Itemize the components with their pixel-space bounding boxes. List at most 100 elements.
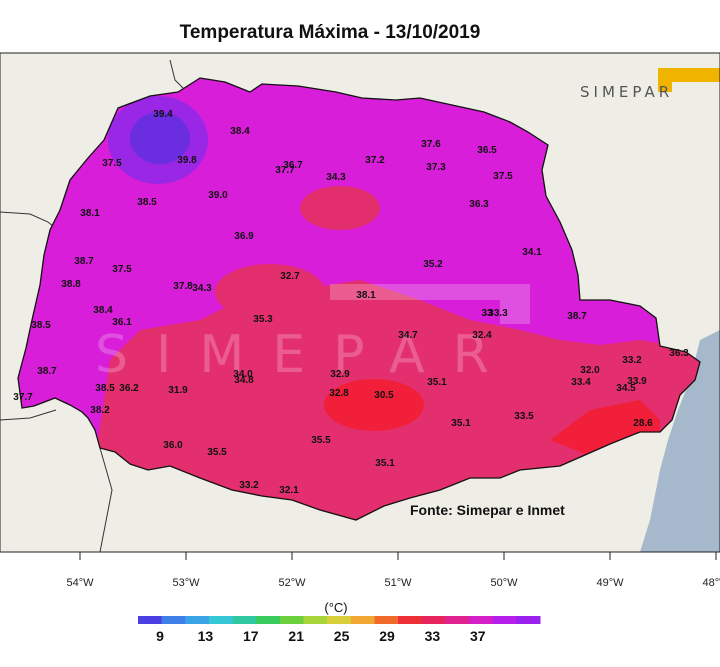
colorbar-swatch [256,616,281,624]
colorbar-tick-label: 25 [334,628,350,644]
station-value: 39.0 [208,190,228,201]
station-value: 38.1 [80,208,100,219]
station-value: 37.5 [102,158,122,169]
station-value: 33.2 [622,355,642,366]
station-value: 32.1 [279,485,299,496]
station-value: 38.5 [137,197,157,208]
station-value: 33.5 [514,411,534,422]
colorbar-swatch [185,616,210,624]
colorbar-swatch [445,616,470,624]
station-value: 30.5 [374,390,394,401]
station-value: 37.2 [365,155,385,166]
colorbar-swatch [492,616,517,624]
colorbar: 9 13 17 21 25 29 33 37 [138,616,541,644]
station-value: 34.7 [398,330,418,341]
colorbar-tick-label: 29 [379,628,395,644]
station-values: 39.438.439.837.538.539.038.136.737.734.3… [13,109,689,496]
station-value: 38.8 [61,279,81,290]
simepar-logo: SIMEPAR [580,68,720,101]
station-value: 32.4 [472,330,492,341]
station-value: 36.9 [234,231,254,242]
station-value: 38.7 [37,366,57,377]
colorbar-tick-label: 21 [288,628,304,644]
station-value: 37.5 [112,264,132,275]
station-value: 38.4 [93,305,113,316]
border-line [0,409,57,421]
station-value: 35.1 [375,458,395,469]
station-value: 34.8 [234,375,254,386]
station-value: 36.5 [477,145,497,156]
station-value: 32.9 [330,369,350,380]
map-frame: SIMEPAR SIMEPAR 39.4 38.4 39.8 37.5 38.5 39.0… [0,53,720,552]
x-tick-label: 54°W [66,577,94,589]
station-value: 39.8 [177,155,197,166]
source-label: Fonte: Simepar e Inmet [410,502,565,518]
x-tick-label: 51°W [384,577,412,589]
station-value: 35.5 [311,435,331,446]
station-value: 28.6 [633,418,653,429]
border-line [99,447,113,552]
station-value: 39.4 [153,109,173,120]
station-value: 38.7 [567,311,587,322]
colorbar-swatch [469,616,494,624]
map-border [0,52,720,553]
station-value: 37.3 [426,162,446,173]
border-line [169,59,186,91]
svg-text:SIMEPAR: SIMEPAR [95,325,517,385]
colorbar-swatch [161,616,186,624]
colorbar-tick-label: 13 [198,628,214,644]
station-value: 38.2 [90,405,110,416]
colorbar-swatch [208,616,234,624]
station-value: 34.0 [233,369,253,380]
station-value: 33 [481,308,493,319]
station-value: 34.3 [192,283,212,294]
station-value: 32.7 [280,271,300,282]
station-value: 36.3 [469,199,489,210]
station-value: 34.3 [326,172,346,183]
station-value: 37.8 [173,281,193,292]
station-value: 37.6 [421,139,441,150]
atlantic-ocean [640,330,720,552]
station-value: 36.0 [163,440,183,451]
station-value: 35.2 [423,259,443,270]
station-value: 35.1 [451,418,471,429]
station-value: 36.2 [119,383,139,394]
colorbar-tick-label: 33 [425,628,441,644]
station-value: 34.5 [616,383,636,394]
x-tick-label: 49°W [596,577,624,589]
station-value: 33.3 [488,308,508,319]
station-value: 35.3 [253,314,273,325]
station-value: 38.1 [356,290,376,301]
logo-text: SIMEPAR [580,83,673,101]
colorbar-swatch [350,616,375,624]
colorbar-swatch [421,616,446,624]
colorbar-swatch [138,616,163,624]
x-tick-label: 52°W [278,577,306,589]
station-value: 35.1 [427,377,447,388]
station-value: 31.9 [168,385,188,396]
station-value: 33.2 [239,480,259,491]
station-value: 36.7 [283,160,303,171]
colorbar-swatch [303,616,328,624]
station-value: 37.7 [275,165,295,176]
station-value: 33.4 [571,377,591,388]
station-value: 32.0 [580,365,600,376]
station-value: 38.5 [95,383,115,394]
station-value: 34.1 [522,247,542,258]
colorbar-swatch [232,616,257,624]
station-value: 36.3 [669,348,689,359]
colorbar-swatch [516,616,541,624]
colorbar-tick-label: 17 [243,628,259,644]
colorbar-swatch [279,616,305,624]
x-tick-label: 48°W [702,577,720,589]
colorbar-tick-label: 9 [156,628,164,644]
station-value: 32.8 [329,388,349,399]
station-value: 38.4 [230,126,250,137]
colorbar-tick-label: 37 [470,628,486,644]
colorbar-unit: (°C) [324,600,347,615]
station-value: 35.5 [207,447,227,458]
station-value: 37.7 [13,392,33,403]
station-value: 38.5 [31,320,51,331]
colorbar-swatch [374,616,399,624]
